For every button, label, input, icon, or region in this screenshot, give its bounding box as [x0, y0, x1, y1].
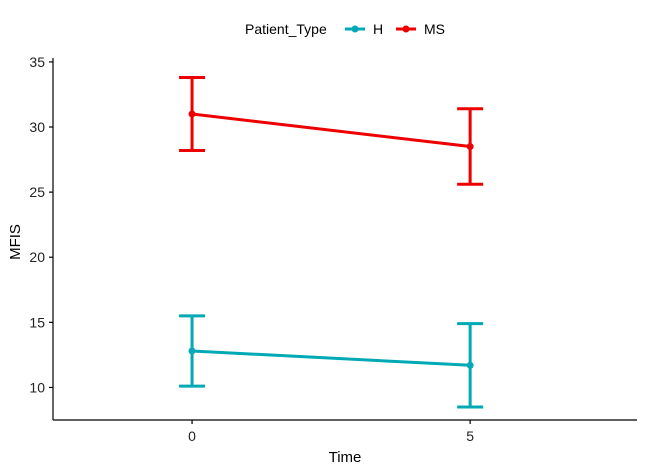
y-ticks: 10 15 20 25 30 35 [29, 54, 53, 395]
y-tick-label: 10 [29, 379, 45, 395]
x-tick-label: 5 [466, 428, 474, 444]
legend-item-ms: MS [396, 21, 445, 37]
series-line-ms [191, 112, 471, 149]
series-line-h [191, 349, 471, 367]
series-h [179, 314, 484, 409]
data-point-h [188, 347, 196, 355]
series-ms [179, 76, 484, 186]
y-tick-label: 20 [29, 249, 45, 265]
x-tick-label: 0 [188, 428, 196, 444]
data-point-h [466, 361, 474, 369]
series-layer [179, 76, 484, 409]
legend: Patient_Type H MS [245, 21, 445, 37]
y-tick-label: 35 [29, 54, 45, 70]
legend-label-h: H [373, 21, 383, 37]
y-tick-label: 30 [29, 119, 45, 135]
data-point-ms [188, 110, 196, 118]
legend-title: Patient_Type [245, 21, 327, 37]
data-point-ms [466, 143, 474, 151]
y-tick-label: 15 [29, 314, 45, 330]
legend-key-h-dot [351, 25, 359, 33]
legend-label-ms: MS [424, 21, 445, 37]
x-axis-title: Time [329, 449, 362, 466]
y-tick-label: 25 [29, 184, 45, 200]
legend-item-h: H [345, 21, 383, 37]
legend-key-ms-dot [402, 25, 410, 33]
y-axis-title: MFIS [7, 224, 24, 260]
